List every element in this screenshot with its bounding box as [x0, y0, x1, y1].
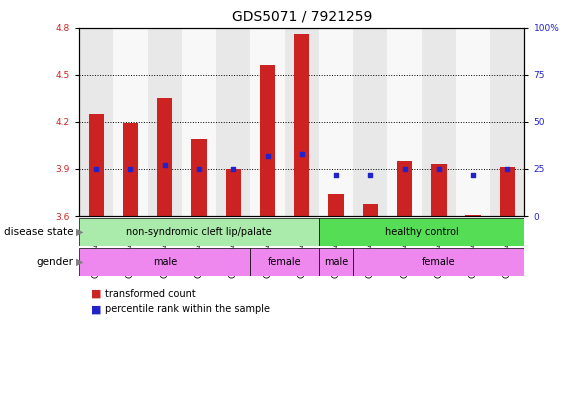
- Bar: [191, 139, 207, 216]
- Bar: [79, 248, 250, 276]
- Bar: [363, 204, 378, 216]
- Text: female: female: [268, 257, 301, 267]
- Point: [503, 166, 512, 172]
- Bar: [319, 248, 353, 276]
- Bar: [431, 164, 447, 216]
- Bar: [397, 161, 413, 216]
- Bar: [319, 218, 524, 246]
- Bar: [490, 28, 524, 216]
- Point: [400, 166, 409, 172]
- Bar: [465, 215, 481, 216]
- Bar: [79, 218, 319, 246]
- Text: female: female: [422, 257, 456, 267]
- Point: [331, 171, 340, 178]
- Bar: [456, 28, 490, 216]
- Bar: [113, 28, 148, 216]
- Bar: [387, 28, 422, 216]
- Point: [366, 171, 375, 178]
- Text: percentile rank within the sample: percentile rank within the sample: [105, 304, 271, 314]
- Text: healthy control: healthy control: [385, 227, 459, 237]
- Bar: [353, 248, 524, 276]
- Point: [126, 166, 135, 172]
- Bar: [216, 28, 250, 216]
- Text: ■: ■: [91, 304, 101, 314]
- Bar: [319, 28, 353, 216]
- Bar: [88, 114, 104, 216]
- Text: non-syndromic cleft lip/palate: non-syndromic cleft lip/palate: [126, 227, 272, 237]
- Bar: [500, 167, 515, 216]
- Text: male: male: [152, 257, 177, 267]
- Point: [468, 171, 478, 178]
- Bar: [250, 28, 285, 216]
- Point: [160, 162, 169, 168]
- Title: GDS5071 / 7921259: GDS5071 / 7921259: [231, 9, 372, 24]
- Bar: [148, 28, 182, 216]
- Bar: [422, 28, 456, 216]
- Text: disease state: disease state: [4, 227, 73, 237]
- Point: [229, 166, 238, 172]
- Bar: [294, 34, 309, 216]
- Bar: [157, 98, 172, 216]
- Text: ▶: ▶: [76, 257, 84, 267]
- Bar: [226, 169, 241, 216]
- Bar: [328, 194, 344, 216]
- Point: [263, 152, 272, 159]
- Text: transformed count: transformed count: [105, 288, 196, 299]
- Text: male: male: [324, 257, 348, 267]
- Bar: [353, 28, 387, 216]
- Bar: [79, 28, 113, 216]
- Text: ▶: ▶: [76, 227, 84, 237]
- Point: [195, 166, 204, 172]
- Bar: [123, 123, 138, 216]
- Point: [297, 151, 306, 157]
- Bar: [182, 28, 216, 216]
- Bar: [250, 248, 319, 276]
- Point: [91, 166, 101, 172]
- Bar: [285, 28, 319, 216]
- Bar: [260, 65, 275, 216]
- Text: gender: gender: [36, 257, 73, 267]
- Point: [434, 166, 444, 172]
- Text: ■: ■: [91, 288, 101, 299]
